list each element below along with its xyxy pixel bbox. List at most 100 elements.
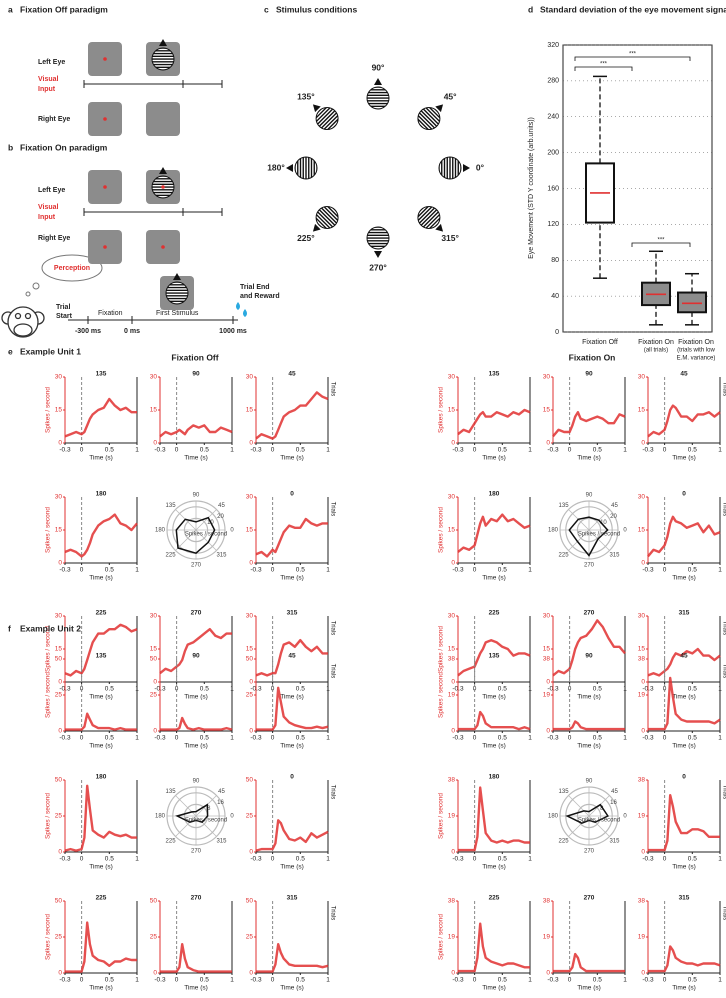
polar-angle-label: 90 — [586, 779, 593, 785]
x-tick-label: -0.3 — [59, 856, 71, 863]
x-tick-label: 1 — [135, 567, 139, 574]
raster-label: Trials — [329, 502, 335, 516]
y-tick-label: 15 — [448, 527, 456, 534]
direction-title: 225 — [96, 610, 107, 617]
x-tick-label: 0.5 — [688, 856, 697, 863]
chart-title: Standard deviation of the eye movement s… — [540, 4, 726, 14]
x-tick-label: 1 — [326, 856, 330, 863]
trial-start-label: Start — [56, 313, 73, 320]
x-tick-label: 1 — [135, 856, 139, 863]
polar-spoke — [195, 509, 217, 531]
polar-angle-label: 0 — [623, 814, 627, 820]
y-tick-label: 15 — [638, 527, 646, 534]
x-tick-label: 1 — [528, 447, 532, 454]
polar-angle-label: 225 — [559, 552, 570, 558]
x-axis-label: Time (s) — [482, 455, 506, 462]
x-tick-label: -0.3 — [547, 447, 559, 454]
x-axis-label: Time (s) — [184, 743, 208, 750]
x-tick-label: 0.5 — [105, 735, 114, 742]
y-axis-label: Spikes / second — [45, 507, 52, 553]
x-tick-label: 0 — [663, 977, 667, 984]
polar-angle-label: 270 — [191, 563, 202, 569]
time-label: -300 ms — [75, 328, 101, 335]
x-axis-label: Time (s) — [577, 985, 601, 992]
stripe — [316, 215, 330, 229]
direction-title: 90 — [585, 653, 593, 660]
x-tick-label: -0.3 — [250, 977, 262, 984]
y-tick-label: 15 — [55, 646, 63, 653]
x-tick-label: 1 — [528, 856, 532, 863]
y-tick-label: 25 — [150, 934, 158, 941]
x-axis-label: Time (s) — [672, 985, 696, 992]
x-tick-label: 0 — [80, 856, 84, 863]
stripe — [417, 116, 432, 130]
direction-title: 270 — [191, 610, 202, 617]
polar-angle-label: 270 — [584, 849, 595, 855]
y-tick-label: 15 — [543, 646, 551, 653]
direction-title: 315 — [679, 610, 690, 617]
visual-input-label: Input — [38, 214, 56, 221]
direction-title: 45 — [680, 653, 688, 660]
y-tick-label: 38 — [638, 656, 646, 663]
x-axis-label: Time (s) — [672, 864, 696, 871]
motion-arrow — [159, 39, 167, 46]
x-axis-label: Time (s) — [577, 743, 601, 750]
polar-axis-label: Spikes / second — [185, 818, 227, 824]
y-tick-label: 38 — [638, 898, 646, 905]
y-tick-label: 0 — [58, 440, 62, 447]
x-tick-label: 1 — [718, 567, 722, 574]
y-tick-label: 50 — [55, 777, 63, 784]
x-tick-label: 1 — [326, 567, 330, 574]
significance-bracket — [631, 242, 691, 247]
grating-outline — [151, 175, 175, 199]
y-axis-label: Eye Movement (STD Y coordinate (arb.unit… — [528, 117, 535, 259]
x-tick-label: 0.5 — [200, 686, 209, 693]
y-tick-label: 0 — [451, 560, 455, 567]
y-tick-label: 30 — [55, 374, 63, 381]
y-tick-label: 30 — [638, 494, 646, 501]
stripe — [316, 108, 334, 125]
x-tick-label: 0 — [473, 567, 477, 574]
polar-ring-label: 20 — [610, 514, 617, 520]
psth-curve — [553, 952, 625, 973]
y-tick-label: 0 — [451, 970, 455, 977]
y-tick-label: 0 — [249, 849, 253, 856]
x-tick-label: 1 — [135, 977, 139, 984]
y-tick-label: 50 — [150, 656, 158, 663]
y-tick-label: 30 — [448, 374, 456, 381]
psth-curve — [457, 639, 531, 677]
y-tick-label: 25 — [55, 692, 63, 699]
visual-input-label: Visual — [38, 76, 59, 83]
x-tick-label: 0.5 — [498, 856, 507, 863]
y-axis-label: Spikes / second — [438, 626, 445, 672]
x-tick-label: -0.3 — [59, 447, 71, 454]
reward-drops — [236, 302, 247, 317]
grating-stripes — [316, 107, 339, 130]
polar-angle-label: 135 — [166, 503, 177, 509]
thought-bubble — [25, 291, 31, 297]
y-tick-label: 0 — [58, 560, 62, 567]
y-tick-label: 25 — [55, 813, 63, 820]
x-tick-label: 0.5 — [296, 686, 305, 693]
x-tick-label: 0 — [175, 977, 179, 984]
polar-angle-label: 135 — [559, 503, 570, 509]
y-tick-label: 19 — [448, 813, 456, 820]
grating-outline — [438, 156, 462, 180]
raster-label: Trials — [721, 664, 726, 678]
polar-spoke — [195, 815, 217, 837]
y-tick-label: 15 — [150, 646, 158, 653]
x-tick-label: 1 — [528, 567, 532, 574]
y-tick-label: 80 — [551, 257, 559, 264]
polar-angle-label: 45 — [611, 789, 618, 795]
x-tick-label: 0.5 — [498, 567, 507, 574]
psth-curve — [255, 819, 329, 852]
y-tick-label: 25 — [246, 813, 254, 820]
x-axis-label: Time (s) — [280, 575, 304, 582]
polar-angle-label: 315 — [216, 552, 227, 558]
x-tick-label: Fixation On — [638, 339, 674, 346]
direction-title: 0 — [290, 774, 294, 781]
screen — [146, 102, 180, 136]
y-tick-label: 0 — [249, 728, 253, 735]
direction-title: 0 — [682, 774, 686, 781]
motion-arrow — [435, 104, 444, 113]
